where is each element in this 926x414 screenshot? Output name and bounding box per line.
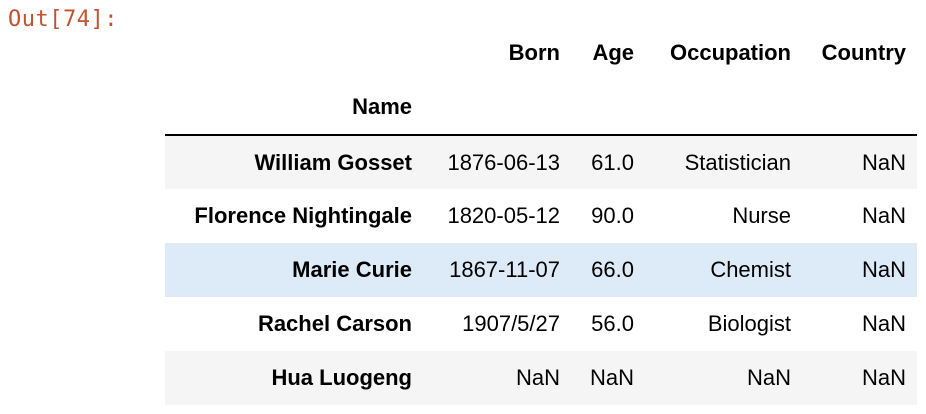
output-prompt: Out[74]: bbox=[8, 7, 118, 32]
table-row[interactable]: William Gosset 1876-06-13 61.0 Statistic… bbox=[165, 135, 917, 189]
cell-age: NaN bbox=[589, 365, 634, 390]
cell-born: 1867-11-07 bbox=[449, 257, 560, 282]
table-row[interactable]: Hua Luogeng NaN NaN NaN NaN bbox=[165, 351, 917, 405]
cell-born: NaN bbox=[515, 365, 560, 390]
cell-country: NaN bbox=[861, 203, 906, 228]
column-header-row: Born Age Occupation Country bbox=[165, 26, 917, 80]
cell-country: NaN bbox=[861, 365, 906, 390]
cell-age: 66.0 bbox=[591, 257, 634, 282]
row-index-label: Hua Luogeng bbox=[271, 365, 412, 390]
row-index-label: Florence Nightingale bbox=[194, 203, 412, 228]
dataframe-table: Born Age Occupation Country Name William… bbox=[165, 26, 917, 405]
cell-occupation: Nurse bbox=[732, 203, 791, 228]
cell-country: NaN bbox=[861, 311, 906, 336]
column-header-country: Country bbox=[821, 40, 906, 65]
table-row[interactable]: Florence Nightingale 1820-05-12 90.0 Nur… bbox=[165, 189, 917, 243]
row-index-label: Marie Curie bbox=[292, 257, 412, 282]
row-index-label: Rachel Carson bbox=[257, 311, 412, 336]
table-row[interactable]: Rachel Carson 1907/5/27 56.0 Biologist N… bbox=[165, 297, 917, 351]
cell-born: 1820-05-12 bbox=[447, 203, 560, 228]
cell-age: 56.0 bbox=[591, 311, 634, 336]
header-blank bbox=[165, 26, 423, 80]
cell-occupation: Chemist bbox=[710, 257, 791, 282]
cell-age: 61.0 bbox=[591, 149, 634, 175]
column-header-born: Born bbox=[508, 40, 560, 65]
cell-born: 1876-06-13 bbox=[447, 149, 560, 175]
column-header-occupation: Occupation bbox=[669, 40, 791, 65]
index-name-header: Name bbox=[165, 80, 423, 136]
table-row-hovered[interactable]: Marie Curie 1867-11-07 66.0 Chemist NaN bbox=[165, 243, 917, 297]
cell-occupation: Biologist bbox=[707, 311, 791, 336]
cell-born: 1907/5/27 bbox=[462, 311, 560, 336]
row-index-label: William Gosset bbox=[254, 149, 412, 175]
cell-country: NaN bbox=[861, 149, 906, 175]
column-header-age: Age bbox=[592, 40, 634, 65]
index-name-row: Name bbox=[165, 80, 917, 136]
cell-occupation: Statistician bbox=[684, 149, 791, 175]
cell-country: NaN bbox=[861, 257, 906, 282]
cell-occupation: NaN bbox=[746, 365, 791, 390]
cell-age: 90.0 bbox=[591, 203, 634, 228]
